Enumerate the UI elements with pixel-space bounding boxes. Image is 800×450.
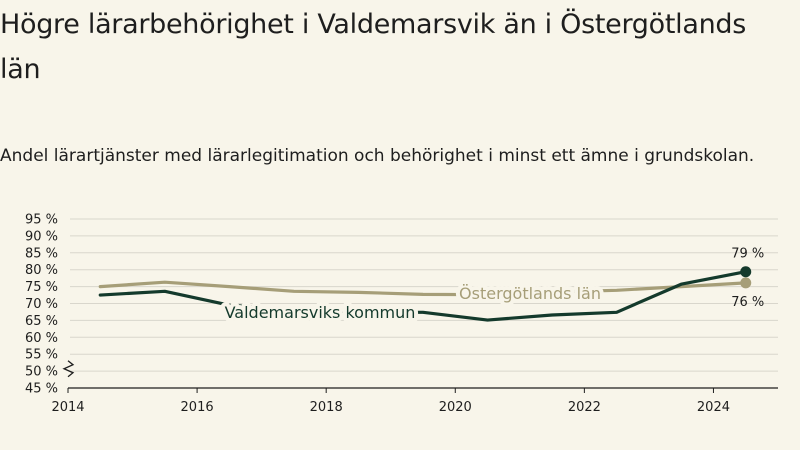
x-tick-label: 2014	[51, 400, 84, 415]
y-tick-label: 95 %	[25, 213, 58, 228]
series-line-ostergotland	[98, 280, 748, 297]
series-endpoint-ostergotland	[740, 277, 752, 289]
y-tick-label: 70 %	[25, 297, 58, 312]
y-tick-label: 90 %	[25, 229, 58, 244]
y-tick-label: 55 %	[25, 348, 58, 363]
x-tick-label: 2024	[697, 400, 730, 415]
series-endpoint-valdemarsvik	[740, 266, 752, 278]
x-tick-label: 2020	[439, 400, 472, 415]
y-axis-ticks: 45 % 50 % 55 % 60 % 65 % 70 % 75 % 80 % 85 % 90 %…	[25, 213, 75, 397]
series-group	[98, 266, 752, 322]
chart-title: Högre lärarbehörighet i Valdemarsvik än …	[0, 9, 747, 85]
y-tick-label: 75 %	[25, 280, 58, 295]
end-label-valdemarsvik: 79 %	[731, 247, 764, 262]
series-label-ostergotland: Östergötlands län	[459, 284, 601, 303]
series-label-valdemarsvik: Valdemarsviks kommun	[225, 303, 416, 322]
y-tick-label: 65 %	[25, 314, 58, 329]
end-label-ostergotland: 76 %	[731, 295, 764, 310]
chart-subtitle: Andel lärartjänster med lärarlegitimatio…	[0, 146, 755, 166]
series-labels: 79 %76 %Valdemarsviks kommunValdemarsvik…	[221, 247, 765, 326]
series-label-valdemarsvik-halo: Valdemarsviks kommun	[225, 303, 416, 322]
x-axis: 2014 2016 2018 2020 2022 2024	[51, 387, 778, 415]
y-tick-label: 80 %	[25, 263, 58, 278]
x-tick-label: 2022	[568, 400, 601, 415]
y-tick-label: 60 %	[25, 331, 58, 346]
x-tick-label: 2016	[181, 400, 214, 415]
x-tick-label: 2018	[310, 400, 343, 415]
axis-break-icon	[62, 360, 75, 378]
series-label-ostergotland-halo: Östergötlands län	[459, 284, 601, 303]
y-tick-label: 45 %	[25, 382, 58, 397]
y-tick-label: 85 %	[25, 246, 58, 261]
series-line-valdemarsvik	[98, 270, 748, 322]
y-tick-label: 50 %	[25, 365, 58, 380]
